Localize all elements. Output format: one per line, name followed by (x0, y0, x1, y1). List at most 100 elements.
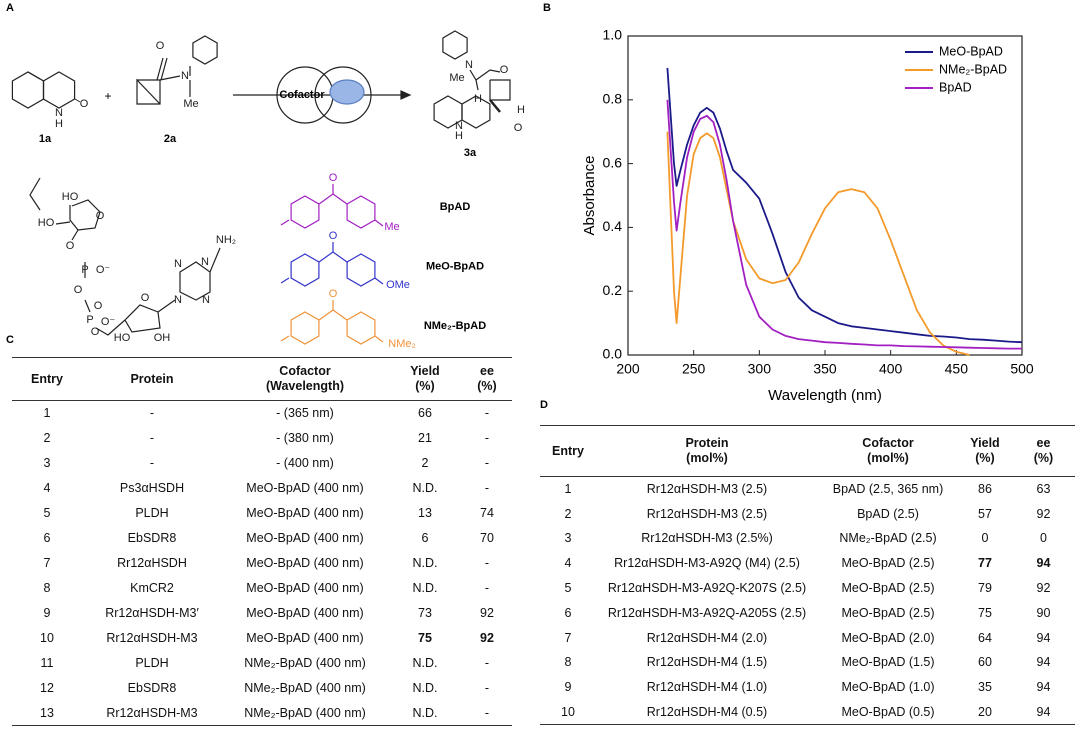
enzyme-label: Cofactor (279, 89, 325, 101)
table-row: 5 Rr12αHSDH-M3-A92Q-K207S (2.5) MeO-BpAD (… (540, 576, 1075, 601)
table-cell: MeO-BpAD (2.5) (841, 581, 935, 596)
table-cell: Rr12αHSDH-M4 (0.5) (596, 699, 818, 725)
table-row: 4 Rr12αHSDH-M3-A92Q (M4) (2.5) MeO-BpAD (2… (540, 551, 1075, 576)
table-cell: 2 (564, 506, 572, 521)
table-row: 7 Rr12αHSDH-M4 (2.0) MeO-BpAD (2.0) 64 94 (540, 625, 1075, 650)
table-cell: 5 (564, 581, 572, 596)
table-cell: 1 (564, 482, 572, 497)
atom-label: O (500, 64, 509, 76)
cofactor-name: NMe₂-BpAD (424, 320, 486, 332)
table-cell: 92 (480, 631, 494, 645)
bond (280, 219, 290, 226)
atom-label: Me (384, 221, 399, 233)
table-cell: 6 (564, 605, 572, 620)
header-cell: Entry (540, 425, 596, 477)
table-cell: Rr12αHSDH-M3-A92Q (M4) (2.5) (614, 556, 800, 571)
table-cell: MeO-BpAD (1.0) (841, 680, 935, 695)
header-cell: Yield (%) (958, 425, 1012, 477)
table-cell: 2 (421, 456, 429, 470)
y-tick-label: 0.0 (603, 346, 623, 362)
table-cell: 75 (978, 605, 992, 620)
bond (374, 219, 384, 227)
table-row: 11 PLDH NMe₂-BpAD (400 nm) N.D. - (12, 651, 512, 676)
table-cell: - (484, 481, 490, 495)
data-table: Entry Protein (mol%) Cofactor (mol%) Yield (%)… (540, 425, 1075, 725)
table-cell: 57 (978, 506, 992, 521)
atom-label: O (329, 230, 338, 242)
bond (318, 309, 348, 321)
table-cell: 1 (43, 406, 51, 421)
table-cell: MeO-BpAD (0.5) (818, 699, 958, 725)
table-cell: 77 (978, 556, 992, 571)
table-cell: 0 (1040, 531, 1047, 546)
header-text: (%) (975, 451, 995, 465)
x-tick-label: 450 (945, 361, 969, 377)
atom-label: OMe (386, 279, 410, 291)
table-cell: Rr12αHSDH-M3-A92Q-A205S (2.5) (607, 605, 807, 620)
atom-label: NMe₂ (388, 338, 416, 350)
table-row: 2 - - (380 nm) 21 - (12, 426, 512, 451)
atom-label: N (174, 258, 182, 270)
atom-label: O (66, 240, 75, 252)
table-cell: - (380 nm) (276, 431, 334, 445)
y-tick-label: 0.6 (603, 154, 623, 170)
table-cell: 3 (564, 531, 572, 546)
cycle-circle (314, 66, 372, 124)
header-cell: Entry (12, 357, 82, 401)
table-cell: 92 (480, 606, 494, 620)
atom-label: N (465, 59, 473, 71)
table-row: 3 - - (400 nm) 2 - (12, 451, 512, 476)
ring (461, 95, 491, 129)
header-text: Protein (130, 371, 174, 386)
table-cell: 20 (958, 699, 1012, 725)
ring (346, 253, 376, 287)
table-cell: 90 (1036, 605, 1051, 620)
series-line (666, 67, 1023, 344)
table-cell: 13 (12, 700, 82, 726)
table-cell: 2 (43, 431, 51, 445)
table-cell: 7 (43, 556, 51, 570)
table-row: 6 Rr12αHSDH-M3-A92Q-A205S (2.5) MeO-BpAD (… (540, 600, 1075, 625)
header-text: Yield (410, 364, 440, 378)
legend-label: BpAD (939, 80, 972, 94)
table-cell: Rr12αHSDH-M3 (2.5) (646, 506, 768, 521)
table-cell: - (484, 656, 490, 670)
atom-label: N (455, 120, 463, 132)
table-cell: MeO-BpAD (2.5) (841, 556, 935, 571)
x-tick-label: 250 (682, 361, 706, 377)
header-row: Entry Protein (mol%) Cofactor (mol%) Yield (%)… (540, 425, 1075, 477)
atom-label: Me (449, 72, 464, 84)
table-cell: 35 (978, 680, 992, 695)
table-cell: - (149, 406, 155, 421)
data-table: Entry Protein Cofactor (Wavelength) Yield (%)… (12, 357, 512, 726)
atom-label: O (141, 292, 150, 304)
table-cell: MeO-BpAD (2.0) (841, 630, 935, 645)
atom-label: N (201, 256, 209, 268)
table-cell: MeO-BpAD (400 nm) (246, 556, 364, 570)
ring (290, 311, 320, 345)
arrow-head (400, 90, 412, 100)
table-cell: 0 (981, 531, 989, 546)
table-cell: Rr12αHSDH-M3 (106, 631, 198, 645)
table-cell: 3 (43, 456, 51, 470)
atom-label: N (202, 294, 210, 306)
table-cell: 64 (978, 630, 992, 645)
table-row: 9 Rr12αHSDH-M3′ MeO-BpAD (400 nm) 73 92 (12, 601, 512, 626)
atom-label: O (329, 288, 338, 300)
ring (442, 30, 468, 60)
ring (290, 195, 320, 229)
table-row: 13 Rr12αHSDH-M3 NMe₂-BpAD (400 nm) N.D. - (12, 700, 512, 726)
bond (280, 277, 290, 284)
bond (374, 277, 384, 285)
header-text: Entry (31, 371, 63, 386)
atom-label: O⁻ (96, 264, 111, 276)
table-cell: NMe₂-BpAD (400 nm) (244, 656, 366, 670)
atom-label: HO (114, 332, 131, 344)
table-cell: BpAD (2.5) (857, 506, 919, 521)
table-row: 7 Rr12αHSDH MeO-BpAD (400 nm) N.D. - (12, 551, 512, 576)
table-cell: Rr12αHSDH-M3 (2.5%) (641, 531, 773, 546)
y-tick-label: 0.2 (603, 282, 623, 298)
table-cell: PLDH (135, 506, 169, 520)
scheme-structures (27, 57, 511, 336)
atom-label: P (86, 314, 93, 326)
